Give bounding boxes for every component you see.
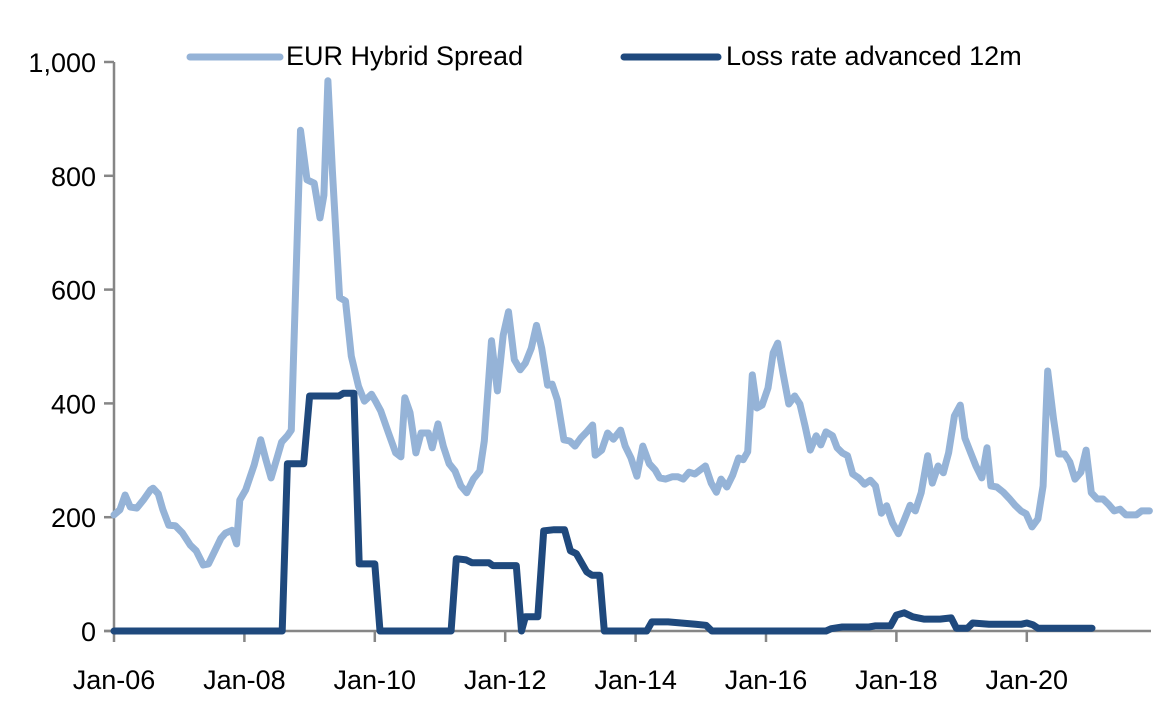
x-tick-label: Jan-14 [594,665,677,695]
y-tick-label: 200 [51,503,96,533]
series-line-eur-hybrid-spread [110,77,1153,569]
x-tick-label: Jan-10 [334,665,417,695]
y-tick-label: 1,000 [28,48,96,78]
x-tick-label: Jan-06 [73,665,156,695]
legend: EUR Hybrid Spread Loss rate advanced 12m [186,41,1022,71]
x-tick-label: Jan-18 [855,665,938,695]
x-tick-label: Jan-08 [203,665,286,695]
x-tick-label: Jan-20 [986,665,1069,695]
legend-label-eur-hybrid-spread: EUR Hybrid Spread [286,41,523,71]
series-line-loss-rate-advanced-12m [110,389,1096,635]
y-tick-label: 400 [51,389,96,419]
axes: 0 200 400 600 800 1,000 Jan-06 Jan-08 Jan-10 Jan-… [28,48,1151,695]
series-layer [110,77,1153,635]
y-tick-label: 600 [51,276,96,306]
x-tick-label: Jan-16 [725,665,808,695]
legend-label-loss-rate: Loss rate advanced 12m [726,41,1022,71]
x-tick-label: Jan-12 [464,665,547,695]
y-tick-label: 0 [81,617,96,647]
y-tick-label: 800 [51,162,96,192]
